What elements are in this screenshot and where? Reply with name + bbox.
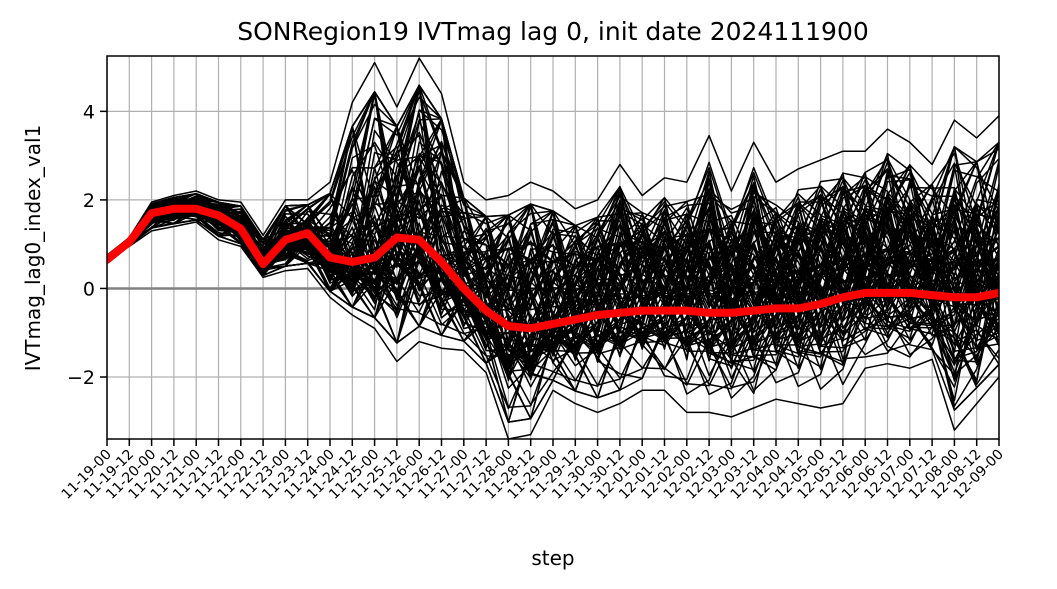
x-axis-label: step	[531, 546, 574, 570]
ensemble-mean-line	[107, 204, 999, 333]
y-tick-label: 4	[83, 101, 95, 123]
ensemble-extreme-line	[107, 57, 999, 256]
ensemble-member-line	[107, 192, 999, 389]
ensemble-mean-layer	[107, 204, 999, 333]
x-axis: 11-19-0011-19-1211-20-0011-20-1211-21-00…	[59, 439, 1007, 503]
chart-title: SONRegion19 IVTmag lag 0, init date 2024…	[237, 17, 869, 46]
y-tick-label: −2	[67, 367, 95, 389]
ensemble-member-line	[107, 155, 999, 380]
y-axis: −2 0 2 4	[67, 101, 107, 389]
plot-area	[106, 55, 1000, 440]
y-axis-label: IVTmag_lag0_index_val1	[21, 125, 45, 372]
y-tick-label: 2	[83, 190, 95, 212]
ensemble-extreme-line	[107, 221, 999, 439]
y-tick-label: 0	[83, 278, 95, 300]
